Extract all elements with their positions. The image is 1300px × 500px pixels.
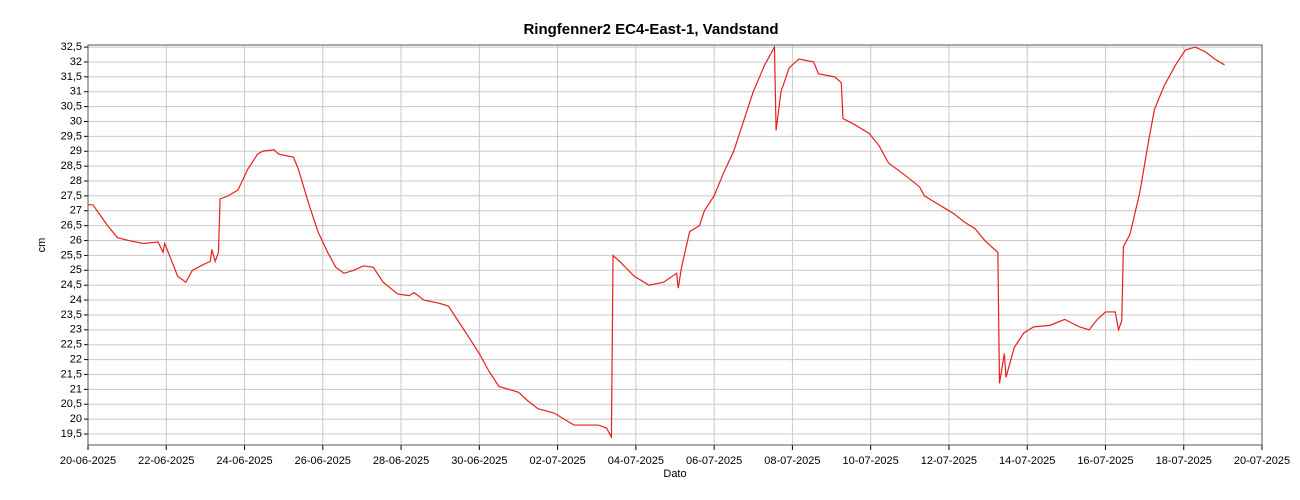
y-tick-label: 31 <box>70 86 82 98</box>
y-tick-label: 20 <box>70 413 82 425</box>
y-tick-label: 29 <box>70 145 82 157</box>
y-tick-label: 21,5 <box>61 368 82 380</box>
x-tick-label: 06-07-2025 <box>686 455 742 467</box>
y-tick-label: 23 <box>70 324 82 336</box>
x-tick-label: 10-07-2025 <box>843 455 899 467</box>
y-tick-label: 30 <box>70 115 82 127</box>
y-tick-label: 22 <box>70 353 82 365</box>
y-tick-label: 26 <box>70 234 82 246</box>
y-tick-label: 20,5 <box>61 398 82 410</box>
y-tick-label: 26,5 <box>61 220 82 232</box>
y-tick-label: 24,5 <box>61 279 82 291</box>
x-tick-label: 12-07-2025 <box>921 455 977 467</box>
y-tick-label: 27 <box>70 205 82 217</box>
y-tick-label: 21 <box>70 383 82 395</box>
y-axis-label: cm <box>36 238 48 253</box>
y-tick-label: 23,5 <box>61 309 82 321</box>
x-tick-label: 04-07-2025 <box>608 455 664 467</box>
chart-title: Ringfenner2 EC4-East-1, Vandstand <box>523 21 778 38</box>
y-tick-label: 24 <box>70 294 82 306</box>
x-tick-label: 26-06-2025 <box>295 455 351 467</box>
x-tick-label: 02-07-2025 <box>529 455 585 467</box>
y-tick-label: 29,5 <box>61 130 82 142</box>
data-line <box>88 44 1225 440</box>
y-tick-label: 31,5 <box>61 71 82 83</box>
y-tick-label: 25 <box>70 264 82 276</box>
x-tick-label: 20-06-2025 <box>60 455 116 467</box>
x-tick-label: 28-06-2025 <box>373 455 429 467</box>
y-tick-label: 22,5 <box>61 339 82 351</box>
x-tick-label: 20-07-2025 <box>1234 455 1290 467</box>
plot-area <box>88 45 1262 445</box>
x-tick-label: 16-07-2025 <box>1077 455 1133 467</box>
y-tick-label: 28 <box>70 175 82 187</box>
y-tick-label: 28,5 <box>61 160 82 172</box>
y-tick-label: 32 <box>70 56 82 68</box>
x-tick-label: 24-06-2025 <box>216 455 272 467</box>
x-tick-label: 08-07-2025 <box>764 455 820 467</box>
y-tick-label: 19,5 <box>61 428 82 440</box>
y-tick-label: 27,5 <box>61 190 82 202</box>
x-tick-label: 30-06-2025 <box>451 455 507 467</box>
x-tick-label: 14-07-2025 <box>999 455 1055 467</box>
x-axis-label: Dato <box>663 468 686 480</box>
plot-border <box>87 44 1263 446</box>
x-tick-label: 22-06-2025 <box>138 455 194 467</box>
y-tick-label: 30,5 <box>61 101 82 113</box>
y-tick-label: 32,5 <box>61 41 82 53</box>
y-tick-label: 25,5 <box>61 249 82 261</box>
x-tick-label: 18-07-2025 <box>1156 455 1212 467</box>
